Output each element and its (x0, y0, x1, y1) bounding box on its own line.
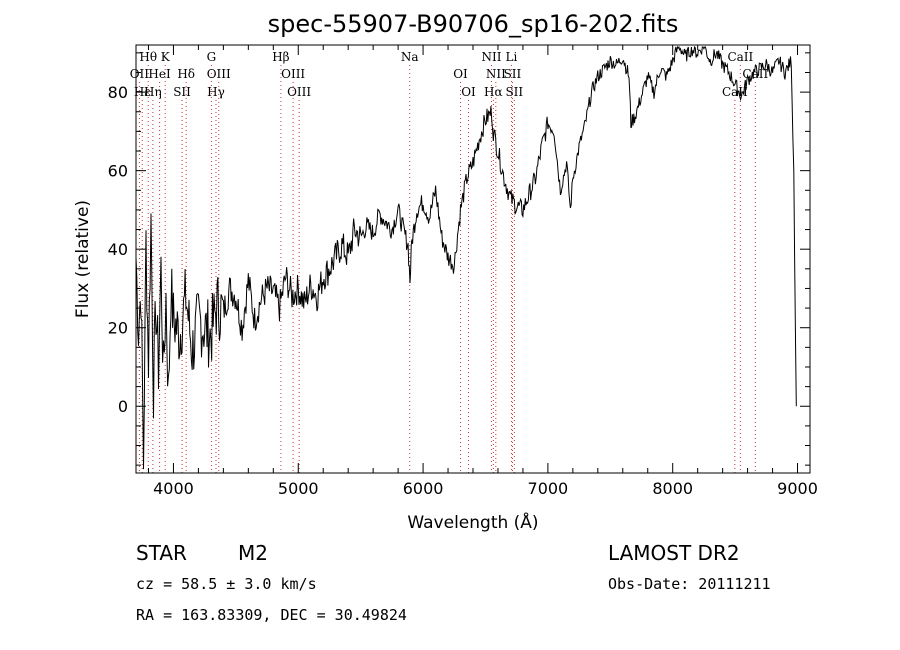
line-marker-label: Hθ (139, 50, 157, 64)
y-axis-label: Flux (relative) (73, 200, 93, 318)
y-tick-label: 80 (108, 83, 128, 102)
x-tick-label: 6000 (403, 479, 444, 498)
object-type: STAR (136, 541, 187, 565)
x-tick-label: 5000 (278, 479, 319, 498)
line-marker-label: Na (401, 50, 419, 64)
x-tick-label: 4000 (153, 479, 194, 498)
line-marker-label: SII (504, 67, 522, 81)
line-marker-label: OI (453, 67, 468, 81)
survey-name: LAMOST DR2 (608, 541, 740, 565)
y-tick-label: 0 (118, 397, 128, 416)
redshift-velocity: cz = 58.5 ± 3.0 km/s (136, 575, 317, 593)
line-marker-label: OII (130, 67, 150, 81)
y-tick-label: 20 (108, 319, 128, 338)
line-marker-label: Hβ (272, 50, 289, 64)
y-axis-ticks: 0 20 40 60 80 (108, 52, 810, 466)
line-marker-label: OIII (287, 85, 311, 99)
line-marker-label: Li (506, 50, 518, 64)
observation-date: Obs-Date: 20111211 (608, 575, 771, 593)
x-axis-label: Wavelength (Å) (407, 511, 538, 533)
line-marker-label: SII (173, 85, 191, 99)
line-marker-label: HeI (148, 67, 171, 81)
coordinates: RA = 163.83309, DEC = 30.49824 (136, 606, 407, 624)
line-marker-label: K (161, 50, 171, 64)
line-marker-label: OIII (281, 67, 305, 81)
line-marker-label: SII (505, 85, 523, 99)
x-axis-ticks: 4000 5000 6000 7000 8000 9000 (147, 45, 818, 498)
y-tick-label: 60 (108, 162, 128, 181)
y-tick-label: 40 (108, 240, 128, 259)
line-marker-label: Hγ (207, 85, 225, 99)
spectrum-series-line (135, 45, 797, 470)
x-tick-label: 7000 (528, 479, 569, 498)
line-marker-label: Hη (144, 85, 162, 99)
emission-line-markers (138, 65, 756, 473)
plot-frame (135, 44, 811, 474)
line-marker-label: NII (486, 67, 506, 81)
line-marker-label: Hα (484, 85, 503, 99)
x-tick-label: 8000 (652, 479, 693, 498)
line-marker-label: G (207, 50, 217, 64)
line-marker-label: NII (481, 50, 501, 64)
line-marker-label: OIII (207, 67, 231, 81)
line-marker-label: OI (461, 85, 476, 99)
line-marker-label: CaII (727, 50, 753, 64)
chart-title: spec-55907-B90706_sp16-202.fits (268, 10, 679, 38)
object-subclass: M2 (238, 541, 268, 565)
line-marker-label: Hδ (177, 67, 195, 81)
line-marker-label: CaII (742, 67, 768, 81)
x-tick-label: 9000 (777, 479, 818, 498)
